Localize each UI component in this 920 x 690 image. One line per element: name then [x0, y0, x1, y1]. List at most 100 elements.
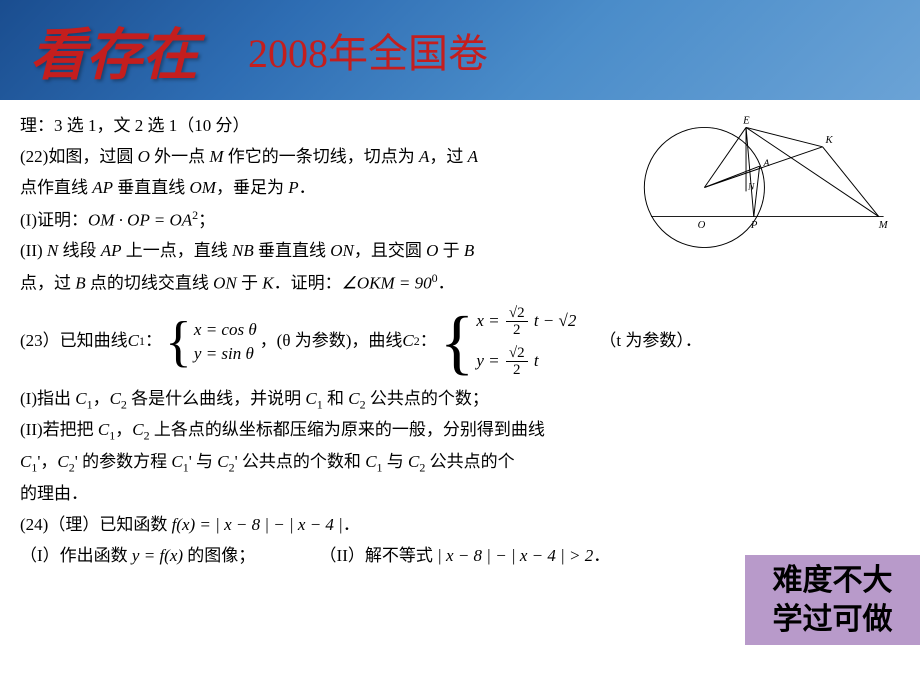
label: （II）解不等式 [320, 546, 438, 565]
text: 和 [323, 389, 349, 408]
label: （I）作出函数 [20, 546, 132, 565]
var-A: A [419, 147, 429, 166]
slide-content: E K A N O P M 理：3 选 1，文 2 选 1（10 分） (22)… [0, 100, 920, 690]
text: ， [115, 420, 132, 439]
var: C [305, 389, 316, 408]
svg-text:E: E [742, 116, 750, 127]
var-AP: AP [101, 241, 122, 260]
c2-y: y = √22 t [476, 345, 576, 379]
brace-left: { [440, 318, 475, 366]
text: 公共点的个数和 [238, 452, 366, 471]
text: 线段 [58, 241, 101, 260]
svg-text:P: P [750, 220, 758, 231]
p22-line2: 点作直线 AP 垂直直线 OM，垂足为 P． [20, 174, 610, 203]
header-title-primary: 看存在 [30, 10, 198, 91]
text: 公共点的个数； [366, 389, 489, 408]
var-O: O [138, 147, 150, 166]
var-K: K [262, 274, 273, 293]
p23-statement: (23）已知曲线 C1 ： { x = cos θ y = sin θ ，(θ … [20, 305, 900, 379]
var-AP: AP [92, 178, 113, 197]
geometry-diagram: E K A N O P M [630, 110, 895, 265]
c1-x: x = cos θ [194, 318, 257, 342]
var-O: O [426, 241, 438, 260]
text: 与 [383, 452, 409, 471]
var-P: P [288, 178, 298, 197]
label: (I)指出 [20, 389, 75, 408]
brace-left: { [165, 318, 192, 366]
var: C [408, 452, 419, 471]
var: C [98, 420, 109, 439]
var-NB: NB [232, 241, 254, 260]
text: 各是什么曲线，并说明 [127, 389, 306, 408]
text: 于 [237, 274, 263, 293]
den: 2 [510, 362, 524, 379]
text: ，过 [429, 147, 467, 166]
text: ． [593, 546, 610, 565]
text: 于 [438, 241, 464, 260]
var-C2: C [402, 327, 413, 356]
svg-text:K: K [824, 135, 833, 146]
text: ． [299, 178, 316, 197]
text: 的参数方程 [78, 452, 172, 471]
c2-x: x = √22 t − √2 [476, 305, 576, 339]
p22-part2-line1: (II) N 线段 AP 上一点，直线 NB 垂直直线 ON，且交圆 O 于 B [20, 237, 610, 266]
den: 2 [510, 322, 524, 339]
var-M: M [209, 147, 223, 166]
colon: ： [420, 327, 437, 356]
function: f(x) = | x − 8 | − | x − 4 | [172, 515, 343, 534]
text: 点，过 [20, 274, 75, 293]
slide-header: 看存在 2008年全国卷 [0, 0, 920, 100]
text: 外一点 [150, 147, 210, 166]
text: 的图像； [183, 546, 255, 565]
text: 垂直直线 [254, 241, 331, 260]
text: ，垂足为 [216, 178, 288, 197]
text: ． [438, 274, 455, 293]
var: C [75, 389, 86, 408]
text: 垂直直线 [113, 178, 190, 197]
c1-y: y = sin θ [194, 342, 257, 366]
text: （t 为参数）． [599, 327, 701, 356]
label: (II) [20, 241, 47, 260]
svg-text:O: O [698, 220, 706, 231]
text: y = [476, 351, 504, 370]
text: (22)如图，过圆 [20, 147, 138, 166]
var: C [57, 452, 68, 471]
var-A: A [468, 147, 478, 166]
svg-text:N: N [747, 181, 755, 192]
label: (II)若把把 [20, 420, 98, 439]
p23-reason: 的理由． [20, 480, 900, 509]
var-C1: C [128, 327, 139, 356]
text: ； [198, 210, 215, 229]
text: (23）已知曲线 [20, 327, 128, 356]
var-N: N [47, 241, 58, 260]
inequality: | x − 8 | − | x − 4 | > 2 [437, 546, 593, 565]
svg-text:M: M [878, 220, 889, 231]
p23-part2-line2: C1'，C2' 的参数方程 C1' 与 C2' 公共点的个数和 C1 与 C2 … [20, 448, 900, 478]
p23-part2-line1: (II)若把把 C1，C2 上各点的纵坐标都压缩为原来的一般，分别得到曲线 [20, 416, 900, 446]
var: C [132, 420, 143, 439]
colon: ： [145, 327, 162, 356]
var: C [217, 452, 228, 471]
var: C [110, 389, 121, 408]
var-ON: ON [330, 241, 354, 260]
var-ON: ON [213, 274, 237, 293]
text: ，且交圆 [354, 241, 426, 260]
text: 点作直线 [20, 178, 92, 197]
text: 公共点的个 [425, 452, 514, 471]
header-title-secondary: 2008年全国卷 [248, 21, 488, 79]
difficulty-callout: 难度不大 学过可做 [745, 555, 920, 645]
num: √2 [506, 305, 528, 323]
text: ．证明： [274, 274, 342, 293]
callout-line2: 学过可做 [773, 600, 893, 639]
text: 与 [192, 452, 218, 471]
angle: ∠OKM = 90 [342, 274, 432, 293]
p22-part2-line2: 点，过 B 点的切线交直线 ON 于 K．证明：∠OKM = 900． [20, 268, 900, 299]
var: C [365, 452, 376, 471]
text: ， [93, 389, 110, 408]
text: ， [40, 452, 57, 471]
label: (I)证明： [20, 210, 88, 229]
c1-system: { x = cos θ y = sin θ [165, 318, 257, 366]
var-B: B [75, 274, 85, 293]
svg-text:A: A [762, 158, 769, 169]
p24-statement: (24)（理）已知函数 f(x) = | x − 8 | − | x − 4 |… [20, 511, 900, 540]
